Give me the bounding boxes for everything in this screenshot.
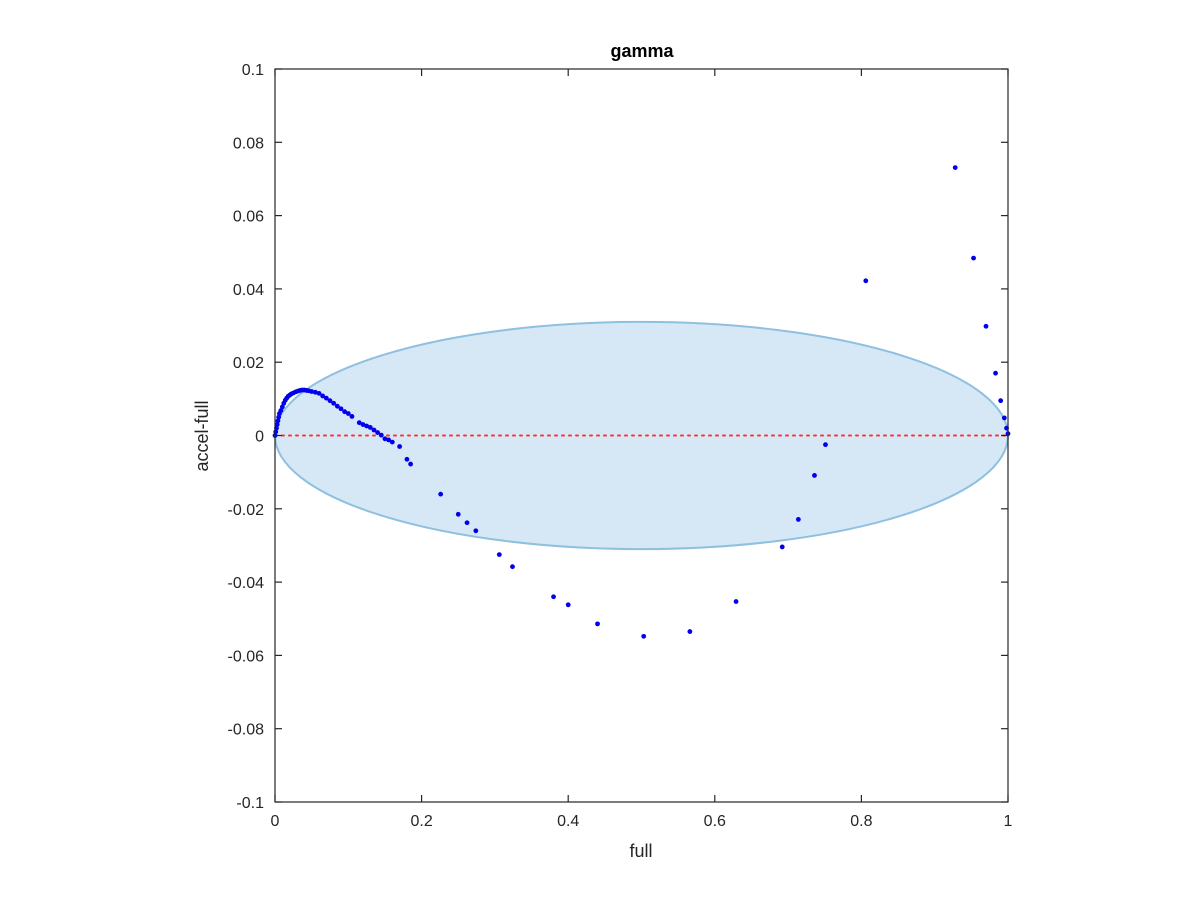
data-point [812,473,817,478]
data-point [356,420,362,426]
data-point [331,400,337,406]
x-axis-ticks: 0 0.2 0.4 0.6 0.8 1 [271,69,1013,830]
data-point [510,564,515,570]
data-point [404,456,410,462]
data-point [349,414,355,419]
data-point [274,422,280,427]
data-point [320,393,326,399]
data-point [316,390,322,396]
x-tick-label: 0.4 [557,813,579,830]
data-point [408,461,414,467]
data-point [345,411,351,416]
data-point [438,491,444,497]
data-point [382,436,388,442]
data-point [733,599,739,604]
data-point [334,403,340,409]
data-point [823,442,828,448]
data-point [276,414,282,420]
y-tick-label: -0.04 [228,575,265,592]
x-tick-label: 0.2 [410,813,432,830]
x-axis-label: full [629,841,652,861]
chart-title: gamma [610,41,674,61]
y-tick-label: 0.02 [233,355,264,372]
y-tick-label: 0.08 [233,135,264,152]
y-tick-label: 0.1 [242,62,264,79]
y-axis-ticks: -0.1 -0.08 -0.06 -0.04 -0.02 0 0.02 0.04 0.06 0.0… [228,62,1008,812]
data-point [496,552,502,558]
data-point [687,629,693,634]
y-tick-label: -0.08 [228,722,265,739]
data-point [473,528,479,534]
data-point [323,395,329,401]
y-tick-label: 0 [255,429,264,446]
data-point [551,594,556,600]
data-point [595,621,600,627]
data-point [397,444,403,449]
y-tick-label: -0.06 [228,648,265,665]
data-point [389,439,395,445]
data-point [378,432,384,438]
data-point [360,422,366,427]
y-tick-label: -0.02 [228,502,265,519]
data-point [993,370,998,376]
y-axis-label: accel-full [192,400,212,471]
data-point [309,389,315,394]
data-point [779,544,785,550]
data-point [795,517,801,522]
data-point [327,398,333,404]
y-tick-label: -0.1 [236,795,264,812]
data-point [1001,415,1007,421]
data-point [371,427,377,433]
x-tick-label: 1 [1004,813,1013,830]
data-point [279,404,285,410]
data-point [367,425,373,430]
data-point [278,408,284,413]
data-point [338,406,344,412]
data-point [364,423,370,429]
data-point [464,520,470,526]
data-point [863,278,869,284]
x-tick-label: 0.6 [704,813,726,830]
data-point [641,633,647,639]
data-point [275,418,281,424]
data-point [565,602,571,608]
x-tick-label: 0.8 [850,813,872,830]
data-point [342,409,348,415]
data-point [952,165,958,170]
data-point [386,437,392,443]
data-point [971,255,976,261]
data-point [983,323,989,329]
y-tick-label: 0.06 [233,209,264,226]
data-point [375,430,381,435]
data-point [455,511,461,517]
data-point [312,389,318,395]
data-point [998,398,1004,404]
x-tick-label: 0 [271,813,280,830]
y-tick-label: 0.04 [233,282,264,299]
